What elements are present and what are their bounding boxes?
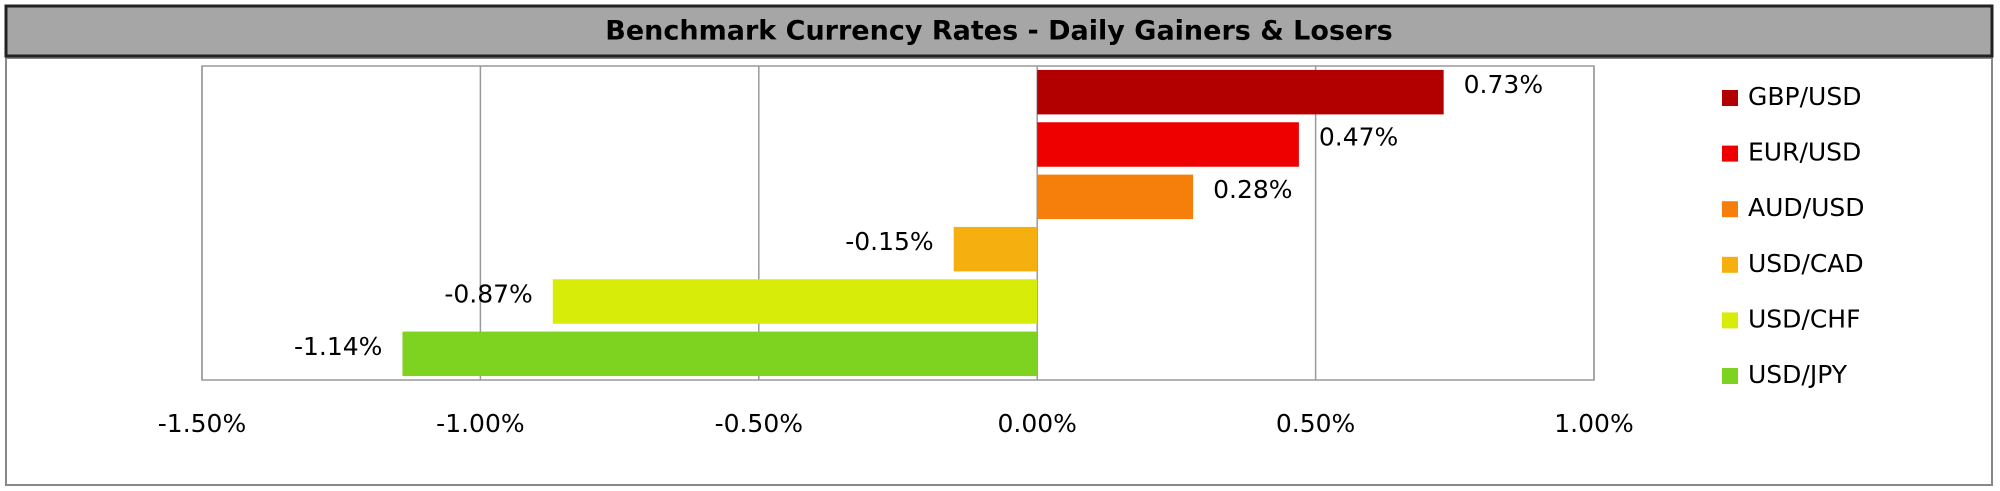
bar <box>1037 174 1194 220</box>
x-tick-label: 0.00% <box>997 409 1076 438</box>
x-tick-label: 1.00% <box>1554 409 1633 438</box>
legend-swatch <box>1722 312 1738 329</box>
data-label: 0.28% <box>1213 175 1292 204</box>
x-tick-label: -1.00% <box>436 409 524 438</box>
data-label: 0.47% <box>1319 123 1398 152</box>
legend-swatch <box>1722 145 1738 162</box>
legend-label: EUR/USD <box>1748 138 1861 167</box>
legend-label: AUD/USD <box>1748 193 1865 222</box>
bar <box>1037 122 1299 167</box>
data-label: -1.14% <box>294 332 382 361</box>
legend-swatch <box>1722 201 1738 218</box>
data-label: -0.87% <box>444 280 532 309</box>
bar <box>953 226 1038 272</box>
legend-swatch <box>1722 256 1738 273</box>
x-tick-label: -1.50% <box>158 409 246 438</box>
legend-label: USD/CAD <box>1748 249 1864 278</box>
x-tick-label: -0.50% <box>715 409 803 438</box>
legend-label: GBP/USD <box>1748 82 1861 111</box>
bar <box>552 279 1038 324</box>
bar <box>402 331 1038 377</box>
data-label: -0.15% <box>845 227 933 256</box>
legend-label: USD/CHF <box>1748 304 1860 333</box>
bar <box>1037 69 1444 115</box>
legend-swatch <box>1722 90 1738 106</box>
chart-frame <box>5 57 1993 486</box>
data-label: 0.73% <box>1464 70 1543 99</box>
legend-swatch <box>1722 368 1738 384</box>
chart-title: Benchmark Currency Rates - Daily Gainers… <box>605 16 1392 47</box>
x-tick-label: 0.50% <box>1276 409 1355 438</box>
legend-label: USD/JPY <box>1748 360 1848 389</box>
title-bar <box>4 4 1994 58</box>
